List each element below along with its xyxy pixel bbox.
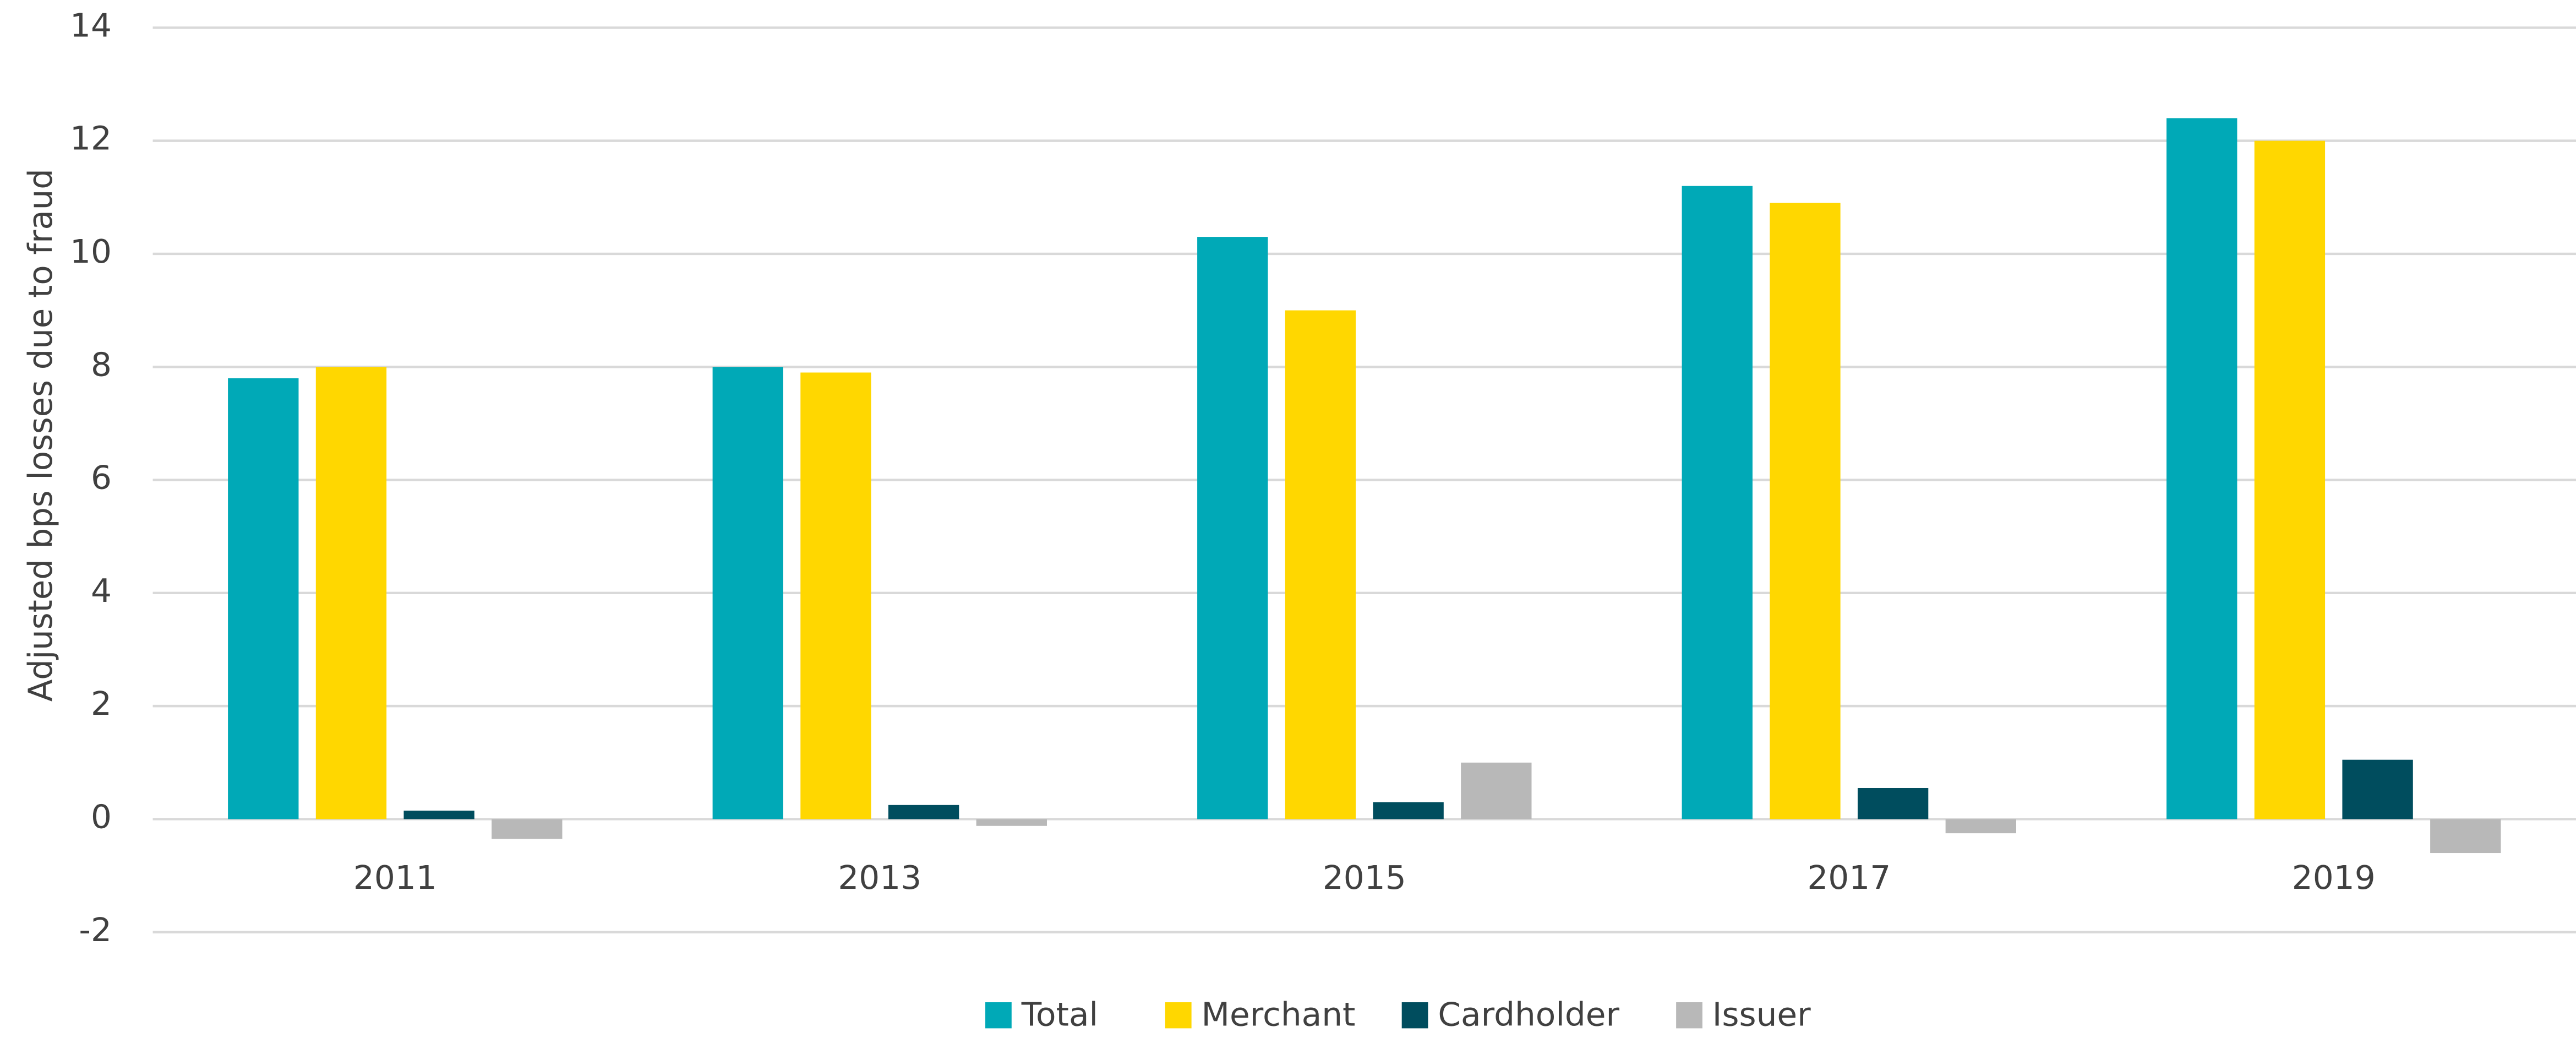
bar: [1682, 186, 1753, 819]
y-tick-label: 4: [91, 572, 112, 610]
legend-swatch: [985, 1002, 1012, 1029]
bar: [1285, 310, 1356, 819]
y-tick-label: -2: [79, 911, 112, 949]
bar: [2342, 759, 2413, 819]
legend-label: Total: [1021, 996, 1098, 1034]
x-tick-label: 2015: [1323, 859, 1406, 897]
legend-swatch: [1165, 1002, 1192, 1029]
bar: [315, 367, 387, 819]
bar: [1373, 802, 1444, 819]
bar: [1461, 762, 1532, 819]
legend-swatch: [1676, 1002, 1702, 1029]
x-tick-label: 2017: [1807, 859, 1891, 897]
y-tick-label: 12: [70, 120, 112, 158]
y-tick-label: 10: [70, 233, 112, 271]
bar: [492, 819, 563, 839]
legend-label: Merchant: [1202, 996, 1356, 1034]
legend-label: Cardholder: [1438, 996, 1619, 1034]
bar: [712, 367, 783, 819]
y-tick-label: 8: [91, 346, 112, 384]
y-tick-label: 0: [91, 798, 112, 836]
bar: [1197, 237, 1268, 819]
x-tick-label: 2013: [838, 859, 921, 897]
bar: [1770, 203, 1841, 819]
bar: [976, 819, 1047, 826]
bar: [800, 372, 871, 819]
bar: [228, 378, 299, 819]
bar: [1857, 787, 1929, 819]
x-tick-label: 2019: [2292, 859, 2376, 897]
bar: [1945, 819, 2016, 834]
y-axis-label: Adjusted bps losses due to fraud: [22, 169, 60, 702]
x-tick-label: 2011: [353, 859, 437, 897]
bar: [403, 811, 474, 819]
legend-label: Issuer: [1712, 996, 1811, 1034]
bar: [2166, 118, 2237, 819]
legend-swatch: [1401, 1002, 1428, 1029]
y-tick-label: 6: [91, 459, 112, 497]
y-tick-label: 14: [70, 7, 112, 45]
bar: [2430, 819, 2501, 854]
bar: [888, 805, 959, 819]
y-tick-label: 2: [91, 685, 112, 723]
bar: [2254, 140, 2326, 819]
